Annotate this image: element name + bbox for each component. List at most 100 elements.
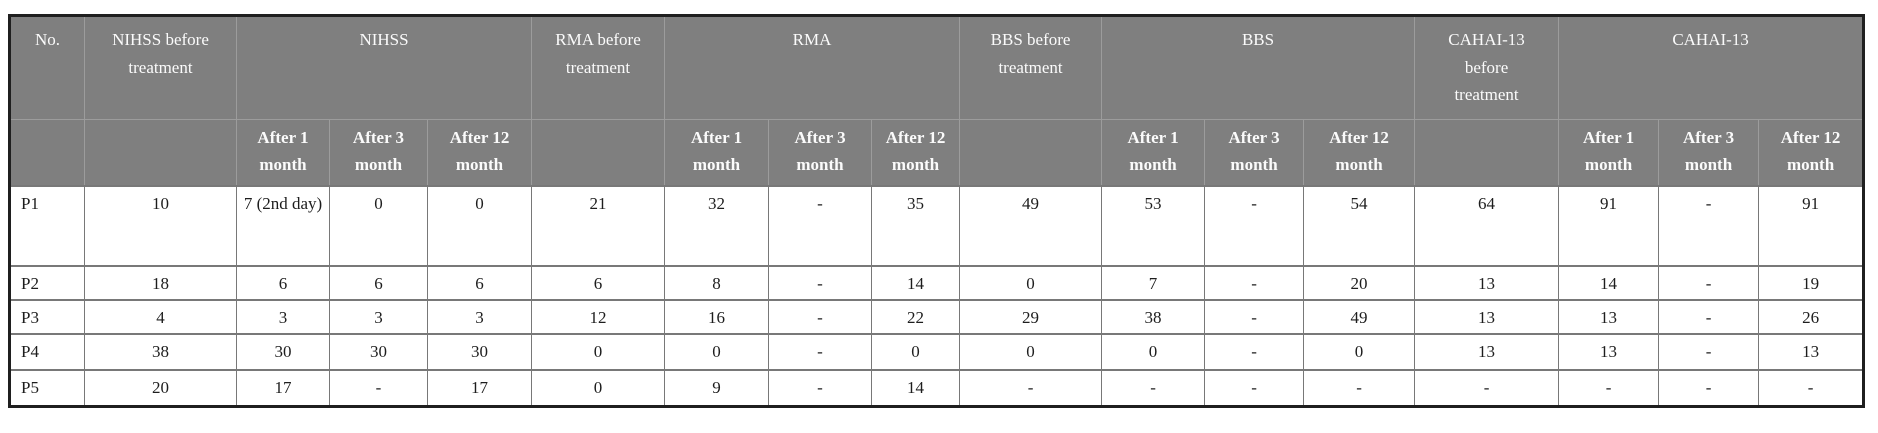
score-cell: -	[768, 184, 873, 267]
score-cell: 8	[664, 264, 770, 301]
header-spacer	[959, 119, 1103, 186]
score-cell: 3	[329, 298, 428, 335]
patient-label: P4	[9, 332, 85, 371]
score-cell: 64	[1414, 184, 1560, 267]
score-cell: 0	[959, 264, 1103, 301]
score-cell: -	[1658, 332, 1760, 371]
score-cell: 91	[1558, 184, 1660, 267]
score-cell: 54	[1303, 184, 1416, 267]
score-cell: 32	[664, 184, 770, 267]
score-cell: -	[1101, 368, 1206, 408]
score-cell: 9	[664, 368, 770, 408]
score-cell: -	[1303, 368, 1416, 408]
header-nihss-after-3: After 3 month	[329, 119, 428, 186]
score-cell: -	[1658, 264, 1760, 301]
score-cell: 19	[1758, 264, 1865, 301]
score-cell: 0	[531, 368, 666, 408]
score-cell: 13	[1558, 298, 1660, 335]
score-cell: 26	[1758, 298, 1865, 335]
score-cell: -	[1204, 264, 1305, 301]
header-nihss-after-12: After 12 month	[426, 119, 533, 186]
score-cell: 14	[1558, 264, 1660, 301]
header-rma-after-1: After 1 month	[664, 119, 770, 186]
patient-label: P5	[9, 368, 85, 408]
score-cell: -	[768, 368, 873, 408]
score-cell: 0	[1101, 332, 1206, 371]
score-cell: 49	[959, 184, 1103, 267]
assessment-table-container: No. NIHSS before treatment NIHSS RMA bef…	[8, 14, 1866, 408]
patient-label: P3	[9, 298, 85, 335]
score-cell: 0	[664, 332, 770, 371]
score-cell: -	[1758, 368, 1865, 408]
score-cell: 3	[426, 298, 533, 335]
header-nihss-after-1: After 1 month	[236, 119, 330, 186]
table-header: No. NIHSS before treatment NIHSS RMA bef…	[9, 15, 1865, 186]
score-cell: 29	[959, 298, 1103, 335]
header-rma-before: RMA before treatment	[531, 15, 666, 120]
table-row: P1 10 7 (2nd day) 0 0 21 32-35 49 53-54 64 91-91	[9, 184, 1865, 267]
header-bbs-after-3: After 3 month	[1204, 119, 1305, 186]
header-nihss-before: NIHSS before treatment	[84, 15, 237, 120]
score-cell: 21	[531, 184, 666, 267]
score-cell: 10	[84, 184, 237, 267]
header-spacer	[9, 119, 85, 186]
score-cell: 0	[329, 184, 428, 267]
patient-label: P2	[9, 264, 85, 301]
score-cell: -	[1658, 368, 1760, 408]
score-cell: 18	[84, 264, 237, 301]
header-cahai-after-3: After 3 month	[1658, 119, 1760, 186]
score-cell: 0	[959, 332, 1103, 371]
score-cell: -	[1658, 298, 1760, 335]
score-cell: 14	[871, 368, 961, 408]
score-cell: -	[768, 298, 873, 335]
score-cell: 30	[329, 332, 428, 371]
header-bbs-before: BBS before treatment	[959, 15, 1103, 120]
patient-label: P1	[9, 184, 85, 267]
score-cell: -	[1658, 184, 1760, 267]
score-cell: -	[1204, 298, 1305, 335]
score-cell: 13	[1414, 298, 1560, 335]
header-cahai-after-1: After 1 month	[1558, 119, 1660, 186]
score-cell: -	[768, 332, 873, 371]
score-cell: 4	[84, 298, 237, 335]
score-cell: 13	[1758, 332, 1865, 371]
score-cell: 7	[1101, 264, 1206, 301]
header-spacer	[1414, 119, 1560, 186]
score-cell: 17	[426, 368, 533, 408]
score-cell: 0	[1303, 332, 1416, 371]
table-row: P5 20 17-17 0 9-14- - - - - - - -	[9, 368, 1865, 408]
score-cell: 6	[329, 264, 428, 301]
score-cell: 16	[664, 298, 770, 335]
header-rma-group: RMA	[664, 15, 961, 120]
header-cahai-group: CAHAI-13	[1558, 15, 1865, 120]
score-cell: 13	[1414, 264, 1560, 301]
score-cell: 6	[426, 264, 533, 301]
assessment-results-table: No. NIHSS before treatment NIHSS RMA bef…	[8, 14, 1866, 408]
score-cell: 7 (2nd day)	[236, 184, 330, 267]
score-cell: 0	[531, 332, 666, 371]
score-cell: 20	[1303, 264, 1416, 301]
header-rma-after-12: After 12 month	[871, 119, 961, 186]
score-cell: 3	[236, 298, 330, 335]
score-cell: 91	[1758, 184, 1865, 267]
header-cahai-after-12: After 12 month	[1758, 119, 1865, 186]
score-cell: 30	[236, 332, 330, 371]
score-cell: 38	[84, 332, 237, 371]
score-cell: -	[1204, 368, 1305, 408]
table-row: P4 38 30 30 30 0 0-0 0 0-0 13 13-13	[9, 332, 1865, 371]
header-bbs-after-1: After 1 month	[1101, 119, 1206, 186]
score-cell: 6	[531, 264, 666, 301]
score-cell: 49	[1303, 298, 1416, 335]
score-cell: 6	[236, 264, 330, 301]
score-cell: -	[768, 264, 873, 301]
header-no: No.	[9, 15, 85, 120]
header-bbs-after-12: After 12 month	[1303, 119, 1416, 186]
score-cell: -	[959, 368, 1103, 408]
score-cell: 13	[1414, 332, 1560, 371]
score-cell: 0	[871, 332, 961, 371]
score-cell: 12	[531, 298, 666, 335]
score-cell: 22	[871, 298, 961, 335]
score-cell: 20	[84, 368, 237, 408]
header-nihss-group: NIHSS	[235, 15, 533, 120]
table-row: P2 18 6 6 6 6 8-14 0 7-20 13 14-19	[9, 264, 1865, 301]
